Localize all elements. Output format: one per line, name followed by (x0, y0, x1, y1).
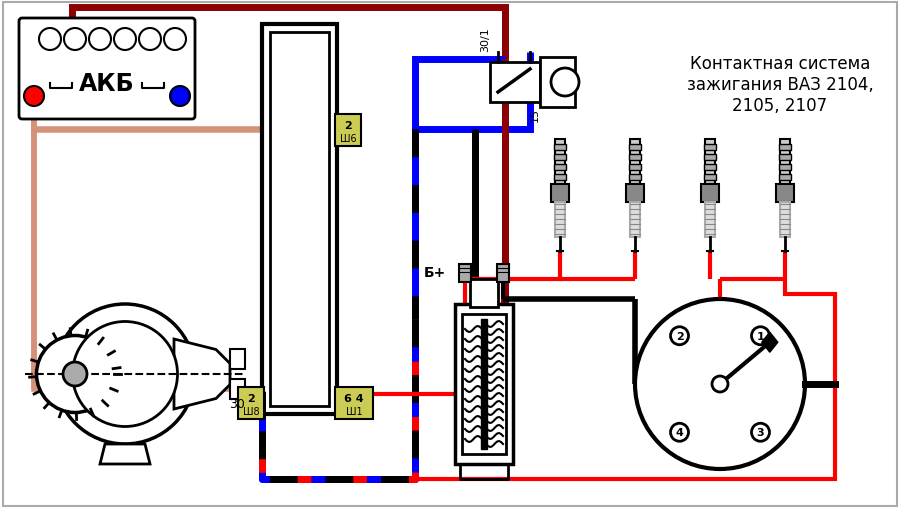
Circle shape (55, 304, 195, 444)
Bar (481, 319, 487, 449)
Polygon shape (761, 332, 778, 353)
Bar (335, 115, 361, 147)
Circle shape (752, 423, 770, 441)
Circle shape (670, 327, 688, 345)
Bar (238, 387, 264, 419)
Circle shape (64, 29, 86, 51)
Text: Ш1: Ш1 (346, 406, 363, 416)
Bar (554, 175, 566, 181)
Bar (779, 155, 791, 161)
Bar (630, 203, 640, 238)
Text: 2: 2 (248, 393, 255, 404)
Bar (780, 203, 790, 238)
Circle shape (114, 29, 136, 51)
FancyBboxPatch shape (19, 19, 195, 120)
Bar (470, 279, 498, 307)
Bar (497, 265, 509, 282)
Bar (629, 175, 641, 181)
Bar (629, 145, 641, 151)
Text: 2: 2 (676, 331, 683, 341)
Bar (776, 185, 794, 203)
Circle shape (63, 362, 87, 386)
Bar (270, 33, 329, 406)
Bar (629, 155, 641, 161)
Circle shape (164, 29, 186, 51)
Bar (705, 203, 715, 238)
Text: 2: 2 (344, 121, 352, 131)
Bar (704, 165, 716, 171)
Bar (490, 63, 540, 103)
Bar (780, 140, 790, 185)
Text: 15: 15 (530, 108, 540, 122)
Text: Контактная система
зажигания ВАЗ 2104,
2105, 2107: Контактная система зажигания ВАЗ 2104, 2… (687, 55, 873, 115)
Bar (262, 25, 337, 414)
Circle shape (712, 376, 728, 392)
Bar (551, 185, 569, 203)
Bar (555, 140, 565, 185)
Circle shape (73, 322, 177, 427)
Polygon shape (100, 444, 150, 464)
Text: 30/1: 30/1 (480, 27, 490, 52)
Circle shape (39, 29, 61, 51)
Bar (554, 155, 566, 161)
Text: 30: 30 (230, 398, 245, 411)
Circle shape (37, 336, 113, 413)
Bar (540, 58, 575, 108)
Bar (554, 165, 566, 171)
Text: 4: 4 (676, 428, 683, 437)
Bar (626, 185, 644, 203)
Text: 6 4: 6 4 (344, 393, 364, 404)
Text: Б+: Б+ (424, 266, 446, 279)
Bar (554, 145, 566, 151)
Bar (704, 155, 716, 161)
Text: 3: 3 (757, 428, 764, 437)
Text: Ш6: Ш6 (339, 134, 356, 144)
Bar (629, 165, 641, 171)
Bar (335, 387, 373, 419)
Polygon shape (174, 340, 230, 409)
Bar (779, 165, 791, 171)
Bar (704, 145, 716, 151)
Circle shape (670, 423, 688, 441)
Circle shape (752, 327, 770, 345)
Bar (230, 379, 245, 399)
Bar (459, 265, 471, 282)
Circle shape (170, 87, 190, 107)
Bar (704, 175, 716, 181)
Circle shape (89, 29, 111, 51)
Circle shape (24, 87, 44, 107)
Circle shape (551, 69, 579, 97)
Bar (230, 349, 245, 369)
Circle shape (635, 299, 805, 469)
Bar (462, 315, 506, 454)
Bar (779, 175, 791, 181)
Bar (705, 140, 715, 185)
Text: Ш8: Ш8 (243, 406, 259, 416)
Text: 1: 1 (757, 331, 764, 341)
Bar (555, 203, 565, 238)
Bar (701, 185, 719, 203)
Text: АКБ: АКБ (79, 72, 135, 96)
Circle shape (139, 29, 161, 51)
Bar (779, 145, 791, 151)
Bar (630, 140, 640, 185)
Bar (455, 304, 513, 464)
